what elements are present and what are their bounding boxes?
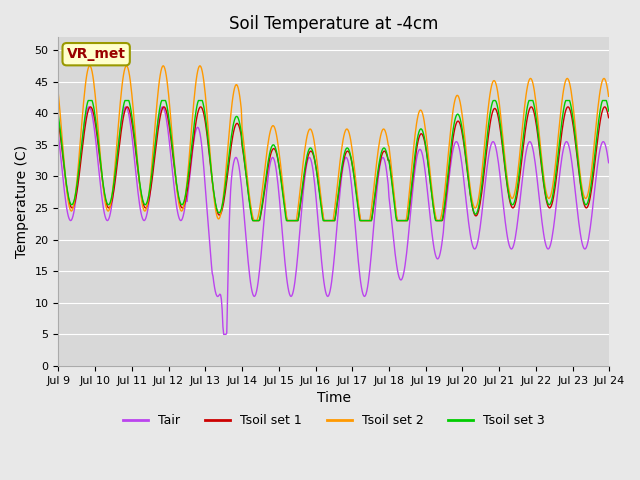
Tsoil set 2 — [86, 63, 93, 69]
Tsoil set 2 — [54, 92, 62, 97]
Tsoil set 1 — [178, 205, 186, 211]
Tair — [178, 217, 186, 223]
Tsoil set 3 — [402, 218, 410, 224]
X-axis label: Time: Time — [317, 391, 351, 405]
Tsoil set 1 — [402, 218, 410, 224]
Line: Tsoil set 3: Tsoil set 3 — [58, 100, 609, 221]
Tsoil set 2 — [122, 63, 129, 69]
Tair — [418, 150, 426, 156]
Tsoil set 1 — [122, 106, 129, 111]
Tair — [220, 332, 228, 337]
Tsoil set 2 — [178, 208, 186, 214]
Tsoil set 3 — [418, 127, 426, 132]
Tsoil set 1 — [207, 165, 214, 170]
Title: Soil Temperature at -4cm: Soil Temperature at -4cm — [229, 15, 438, 33]
Tsoil set 2 — [250, 218, 258, 224]
Tsoil set 3 — [54, 113, 62, 119]
Tsoil set 3 — [605, 108, 612, 114]
Tair — [54, 132, 62, 138]
Tsoil set 1 — [86, 104, 94, 110]
Tsoil set 3 — [84, 97, 92, 103]
Line: Tsoil set 1: Tsoil set 1 — [58, 107, 609, 221]
Tsoil set 2 — [418, 108, 426, 114]
Tsoil set 1 — [605, 115, 612, 120]
Tsoil set 3 — [207, 162, 214, 168]
Tsoil set 1 — [65, 195, 72, 201]
Tair — [207, 253, 214, 259]
Tair — [605, 160, 612, 166]
Tsoil set 1 — [250, 218, 257, 224]
Y-axis label: Temperature (C): Temperature (C) — [15, 145, 29, 258]
Tsoil set 2 — [605, 94, 612, 99]
Tair — [85, 104, 93, 110]
Tsoil set 2 — [402, 218, 410, 224]
Line: Tair: Tair — [58, 107, 609, 335]
Tsoil set 3 — [65, 193, 72, 199]
Tsoil set 1 — [54, 119, 62, 125]
Tsoil set 3 — [122, 97, 129, 103]
Tsoil set 2 — [65, 199, 72, 204]
Tair — [402, 257, 410, 263]
Line: Tsoil set 2: Tsoil set 2 — [58, 66, 609, 221]
Tsoil set 1 — [418, 131, 426, 137]
Tair — [65, 214, 72, 219]
Text: VR_met: VR_met — [67, 47, 125, 61]
Tsoil set 3 — [178, 202, 186, 207]
Tsoil set 3 — [249, 218, 257, 224]
Tair — [122, 104, 129, 110]
Legend: Tair, Tsoil set 1, Tsoil set 2, Tsoil set 3: Tair, Tsoil set 1, Tsoil set 2, Tsoil se… — [118, 409, 550, 432]
Tsoil set 2 — [207, 158, 214, 164]
